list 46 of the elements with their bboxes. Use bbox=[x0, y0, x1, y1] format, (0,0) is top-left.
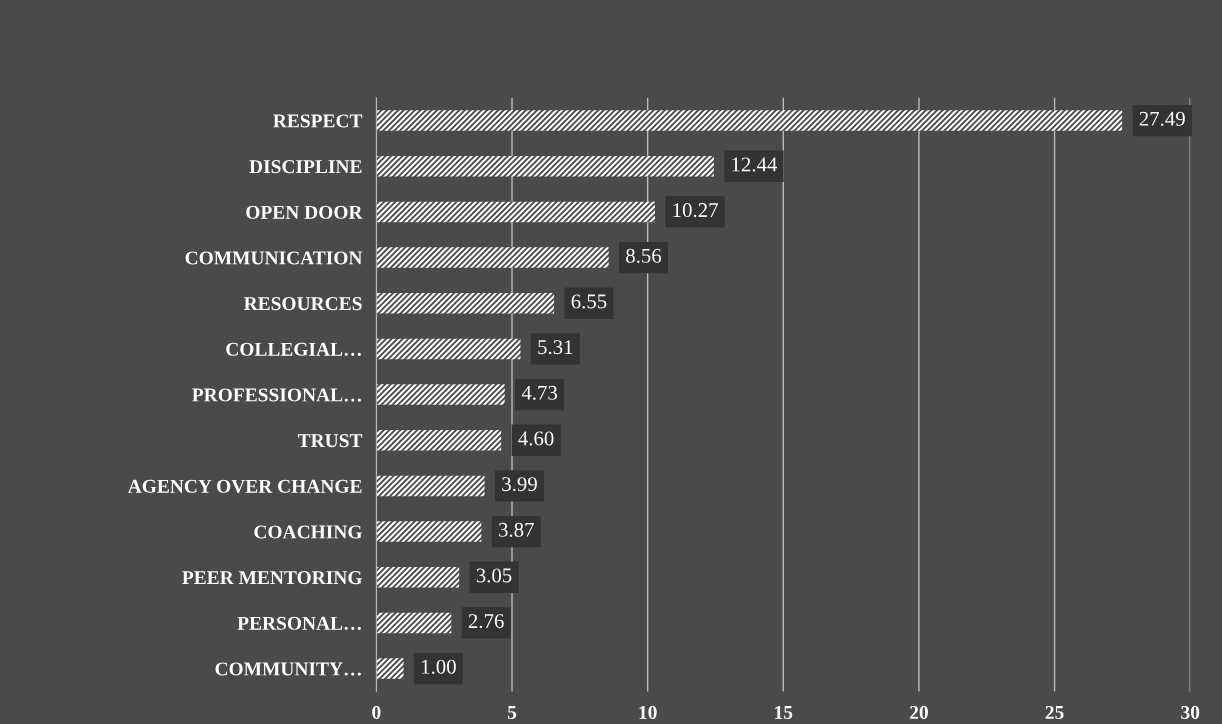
bar bbox=[376, 110, 1123, 131]
bar bbox=[376, 521, 482, 542]
y-tick-label: COMMUNITY… bbox=[215, 662, 361, 676]
data-label: 4.73 bbox=[521, 385, 557, 400]
y-tick-label: COACHING bbox=[254, 525, 362, 539]
y-tick-label: PERSONAL… bbox=[237, 616, 361, 630]
bar bbox=[376, 566, 460, 588]
x-tick-label: 15 bbox=[775, 705, 793, 719]
bar bbox=[376, 247, 609, 268]
x-tick-label: 25 bbox=[1045, 705, 1064, 719]
x-tick-label: 30 bbox=[1181, 705, 1200, 719]
data-label: 3.99 bbox=[502, 477, 537, 492]
bar bbox=[376, 292, 555, 314]
y-tick-label: PROFESSIONAL… bbox=[192, 388, 361, 402]
data-label: 6.55 bbox=[571, 294, 607, 309]
bar bbox=[376, 155, 714, 177]
data-label: 2.76 bbox=[468, 614, 504, 629]
data-label: 3.87 bbox=[499, 522, 534, 537]
data-label: 10.27 bbox=[673, 203, 718, 218]
y-tick-label: TRUST bbox=[297, 434, 363, 448]
data-label: 5.31 bbox=[538, 340, 573, 355]
bar bbox=[376, 429, 502, 451]
bar bbox=[376, 338, 521, 360]
bar bbox=[376, 201, 655, 223]
y-tick-label: OPEN DOOR bbox=[246, 205, 363, 219]
bar bbox=[376, 384, 505, 405]
y-tick-label: AGENCY OVER CHANGE bbox=[127, 479, 362, 493]
bar bbox=[376, 475, 485, 497]
y-tick-label: DISCIPLINE bbox=[249, 160, 362, 174]
y-tick-label: COLLEGIAL… bbox=[226, 342, 361, 356]
data-label: 4.60 bbox=[518, 431, 554, 446]
bar bbox=[376, 658, 404, 679]
x-tick-label: 0 bbox=[372, 705, 381, 719]
data-label: 27.49 bbox=[1139, 111, 1185, 126]
y-tick-label: COMMUNICATION bbox=[185, 251, 363, 265]
data-label: 12.44 bbox=[732, 157, 778, 172]
x-tick-label: 5 bbox=[507, 706, 517, 719]
x-tick-label: 20 bbox=[910, 705, 928, 719]
bar bbox=[376, 612, 452, 634]
data-label: 8.56 bbox=[626, 248, 662, 263]
data-label: 1.00 bbox=[422, 659, 456, 674]
y-tick-label: RESOURCES bbox=[243, 297, 362, 311]
data-label: 3.05 bbox=[476, 568, 512, 583]
x-tick-label: 10 bbox=[639, 705, 657, 719]
y-tick-label: PEER MENTORING bbox=[182, 571, 362, 585]
y-tick-label: RESPECT bbox=[273, 114, 363, 128]
